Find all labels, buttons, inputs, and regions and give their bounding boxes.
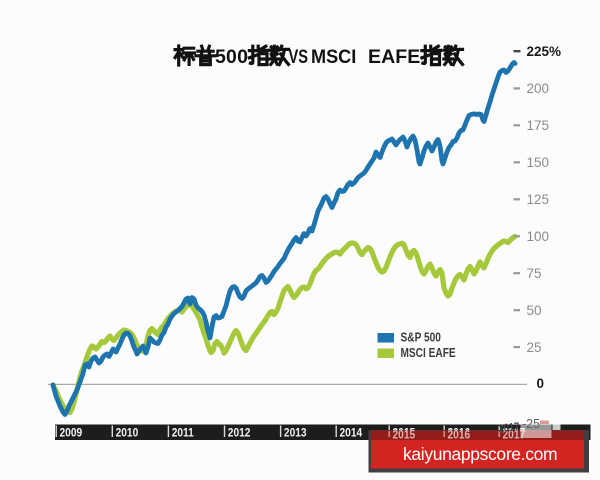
svg-text:2011: 2011: [172, 427, 194, 440]
svg-text:2016: 2016: [448, 429, 471, 442]
svg-text:100: 100: [527, 229, 550, 244]
svg-text:2010: 2010: [116, 427, 139, 440]
svg-text:125: 125: [527, 192, 550, 207]
svg-text:175: 175: [527, 118, 550, 133]
svg-text:500: 500: [215, 46, 248, 68]
svg-text:kaiyunappscore.com: kaiyunappscore.com: [403, 444, 557, 464]
svg-text:50: 50: [527, 303, 542, 318]
svg-text:200: 200: [527, 81, 550, 96]
svg-text:S&P 500: S&P 500: [401, 330, 441, 344]
svg-text:25: 25: [527, 340, 542, 355]
svg-text:-25: -25: [522, 417, 540, 431]
svg-text:EAFE: EAFE: [368, 46, 420, 68]
svg-text:2015: 2015: [393, 429, 416, 442]
svg-text:2017: 2017: [498, 420, 521, 436]
svg-text:150: 150: [527, 155, 550, 170]
svg-text:2012: 2012: [228, 427, 251, 440]
svg-text:2017: 2017: [503, 429, 526, 442]
svg-text:75: 75: [527, 266, 542, 281]
svg-text:0: 0: [537, 376, 545, 391]
svg-text:MSCI: MSCI: [311, 45, 356, 67]
svg-text:2013: 2013: [284, 427, 307, 440]
svg-text:2014: 2014: [340, 427, 363, 440]
svg-text:MSCI EAFE: MSCI EAFE: [401, 346, 456, 360]
svg-text:2009: 2009: [60, 427, 83, 440]
svg-text:225%: 225%: [527, 44, 562, 59]
svg-text:VS: VS: [289, 45, 309, 68]
